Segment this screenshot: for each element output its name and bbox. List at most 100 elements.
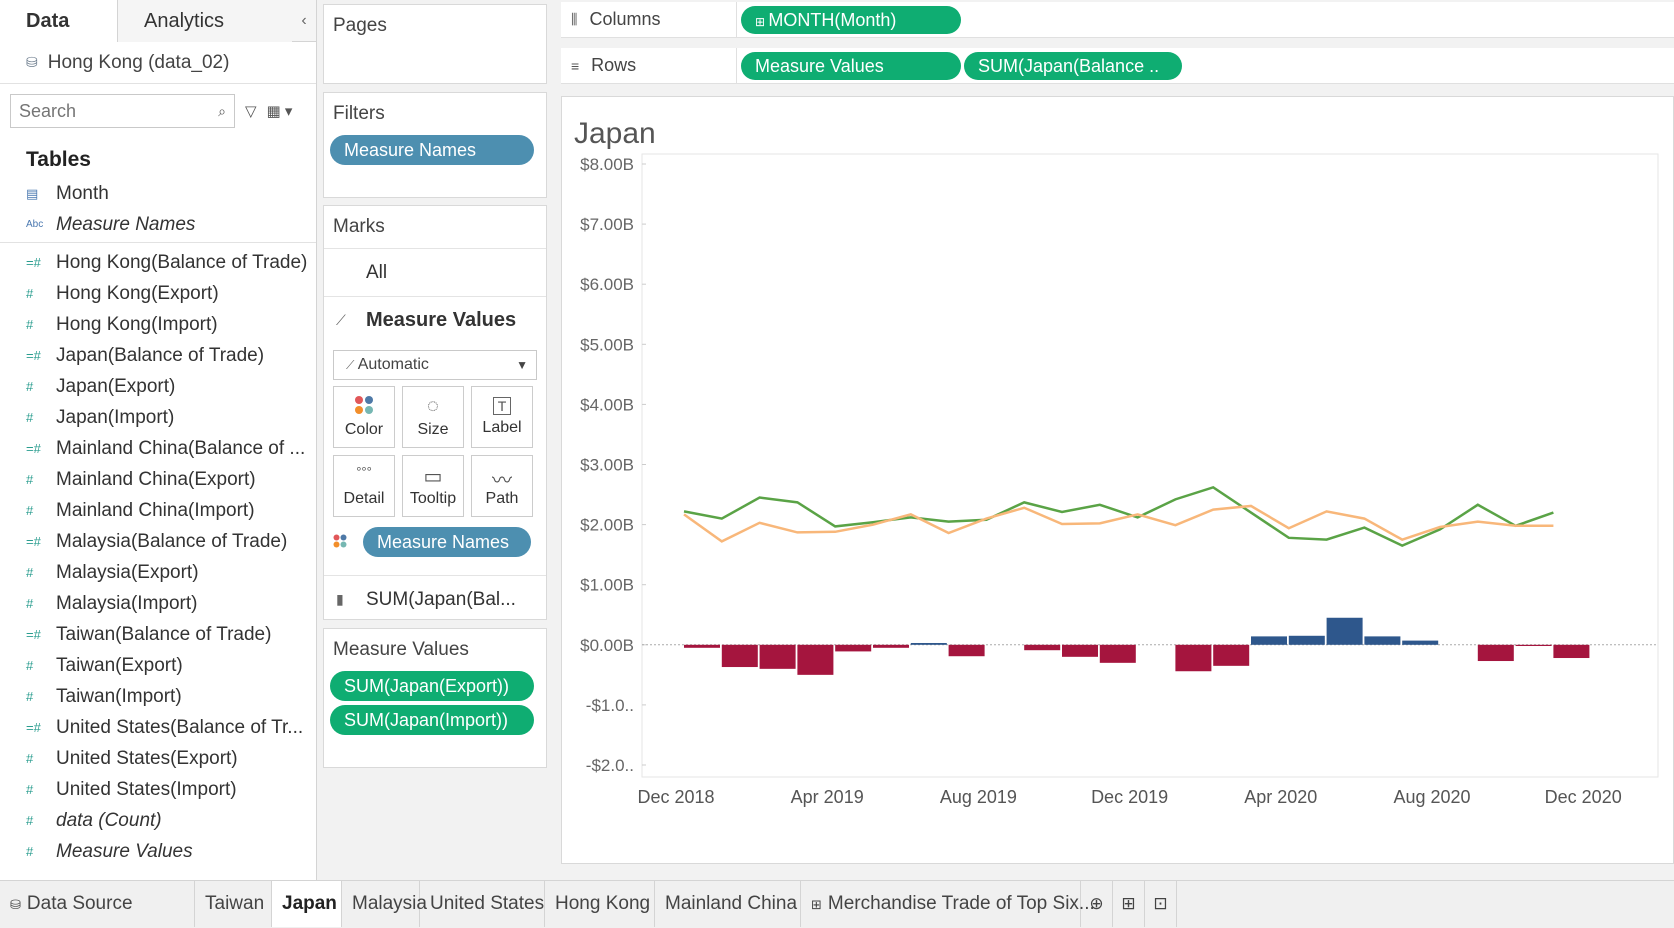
measure-icon: =# <box>26 348 41 363</box>
measure-icon: # <box>26 596 34 611</box>
measure-value-pill-import[interactable]: SUM(Japan(Import)) <box>330 705 534 735</box>
field-name: Malaysia(Balance of Trade) <box>56 530 288 552</box>
field-item[interactable]: # Malaysia(Export) <box>0 557 316 588</box>
search-row: ⌕ ▽ ▦ ▾ <box>0 84 316 138</box>
datasource-icon: ⛁ <box>26 54 38 70</box>
y-tick-label: $8.00B <box>580 155 634 174</box>
field-name: Taiwan(Export) <box>56 654 183 676</box>
color-measure-names-pill[interactable]: Measure Names <box>363 527 531 557</box>
balance-bar <box>1515 644 1552 647</box>
collapse-pane-icon[interactable]: ‹ <box>301 12 307 29</box>
field-item[interactable]: # Measure Values <box>0 836 316 867</box>
balance-bar <box>759 644 796 669</box>
marks-sum-tab[interactable]: ▮ SUM(Japan(Bal... <box>324 575 546 623</box>
field-item[interactable]: =# United States(Balance of Tr... <box>0 712 316 743</box>
mark-type-select[interactable]: ⟋ Automatic ▼ <box>333 350 537 380</box>
datasource-item[interactable]: ⛁ Hong Kong (data_02) <box>0 42 316 84</box>
filters-card[interactable]: Filters Measure Names <box>323 92 547 198</box>
data-source-tab[interactable]: ⛁ Data Source <box>0 881 195 927</box>
rows-measure-values-pill[interactable]: Measure Values <box>741 51 961 80</box>
rows-icon: ≡ <box>571 57 580 74</box>
field-item[interactable]: # Taiwan(Import) <box>0 681 316 712</box>
measure-icon: # <box>26 503 34 518</box>
field-item[interactable]: # United States(Import) <box>0 774 316 805</box>
pages-title: Pages <box>333 15 387 36</box>
label-button[interactable]: T Label <box>471 386 533 448</box>
sheet-tab[interactable]: ⊞ Merchandise Trade of Top Six... <box>801 881 1095 927</box>
columns-month-label: MONTH(Month) <box>768 9 897 30</box>
detail-label: Detail <box>343 490 385 507</box>
columns-month-pill[interactable]: ⊞ MONTH(Month) <box>741 5 961 34</box>
field-item[interactable]: # Malaysia(Import) <box>0 588 316 619</box>
y-tick-label: $2.00B <box>580 516 634 535</box>
field-item[interactable]: =# Hong Kong(Balance of Trade) <box>0 247 316 278</box>
pages-card[interactable]: Pages <box>323 4 547 84</box>
field-item[interactable]: # Mainland China(Export) <box>0 464 316 495</box>
filter-icon[interactable]: ▽ <box>245 103 257 120</box>
size-button[interactable]: ◌ Size <box>402 386 464 448</box>
field-name: Malaysia(Export) <box>56 561 199 583</box>
x-tick-label: Aug 2019 <box>940 787 1017 807</box>
field-item[interactable]: # Hong Kong(Import) <box>0 309 316 340</box>
field-item[interactable]: =# Mainland China(Balance of ... <box>0 433 316 464</box>
field-item[interactable]: Abc Measure Names <box>0 209 316 240</box>
field-item[interactable]: # Japan(Export) <box>0 371 316 402</box>
tooltip-button[interactable]: ▭ Tooltip <box>402 455 464 517</box>
view-title: Japan <box>574 117 656 150</box>
new-story-icon[interactable]: ⊡ <box>1145 881 1177 927</box>
tables-heading: Tables <box>26 148 91 171</box>
sheet-tab[interactable]: United States <box>420 881 545 927</box>
field-item[interactable]: # United States(Export) <box>0 743 316 774</box>
field-item[interactable]: ▤ Month <box>0 178 316 209</box>
x-tick-label: Apr 2019 <box>791 787 864 807</box>
rows-label: Rows <box>591 55 637 75</box>
field-item[interactable]: # data (Count) <box>0 805 316 836</box>
sheet-tab[interactable]: Malaysia <box>342 881 427 927</box>
divider <box>0 242 316 243</box>
rows-pills: Measure Values SUM(Japan(Balance .. <box>737 51 1182 80</box>
marks-sum-label: SUM(Japan(Bal... <box>366 588 516 610</box>
field-item[interactable]: =# Taiwan(Balance of Trade) <box>0 619 316 650</box>
field-item[interactable]: =# Malaysia(Balance of Trade) <box>0 526 316 557</box>
search-input[interactable] <box>19 100 199 122</box>
sheet-tab[interactable]: Mainland China <box>655 881 801 927</box>
filter-measure-names-pill[interactable]: Measure Names <box>330 135 534 165</box>
viz-view: Japan $8.00B $7.00B $6.00B $5.00B $4.00B $3.0… <box>561 96 1674 864</box>
marks-measure-values-tab[interactable]: ⟋ Measure Values <box>324 296 546 344</box>
measure-icon: # <box>26 782 34 797</box>
measure-value-pill-export[interactable]: SUM(Japan(Export)) <box>330 671 534 701</box>
field-item[interactable]: # Japan(Import) <box>0 402 316 433</box>
measure-icon: # <box>26 565 34 580</box>
balance-bar <box>1251 636 1287 645</box>
balance-bar <box>1099 644 1136 663</box>
sheet-tab[interactable]: Hong Kong <box>545 881 655 927</box>
data-pane: Data Analytics ‹ ⛁ Hong Kong (data_02) ⌕… <box>0 0 317 880</box>
path-label: Path <box>485 490 519 507</box>
detail-icon: °°° <box>356 464 372 479</box>
field-item[interactable]: # Hong Kong(Export) <box>0 278 316 309</box>
view-options-icon[interactable]: ▦ ▾ <box>266 103 293 120</box>
y-tick-label: $6.00B <box>580 275 634 294</box>
chart[interactable]: $8.00B $7.00B $6.00B $5.00B $4.00B $3.00B $2.0… <box>562 97 1673 863</box>
path-button[interactable]: 〰 Path <box>471 455 533 517</box>
sheet-tab[interactable]: Japan <box>272 881 342 927</box>
detail-button[interactable]: °°° Detail <box>333 455 395 517</box>
field-item[interactable]: =# Japan(Balance of Trade) <box>0 340 316 371</box>
field-item[interactable]: # Taiwan(Export) <box>0 650 316 681</box>
marks-all-tab[interactable]: All <box>324 248 546 296</box>
color-button[interactable]: Color <box>333 386 395 448</box>
columns-pills: ⊞ MONTH(Month) <box>737 5 961 34</box>
field-name: Measure Values <box>56 840 193 862</box>
new-worksheet-icon[interactable]: ⊕ <box>1081 881 1113 927</box>
search-box[interactable]: ⌕ <box>10 94 235 128</box>
measure-list: =# Hong Kong(Balance of Trade) # Hong Kong(… <box>0 247 316 867</box>
balance-bar <box>873 644 909 648</box>
balance-bar <box>1553 644 1590 659</box>
tab-data[interactable]: Data <box>0 0 118 42</box>
rows-sum-balance-pill[interactable]: SUM(Japan(Balance .. <box>964 51 1182 80</box>
field-item[interactable]: # Mainland China(Import) <box>0 495 316 526</box>
sheet-tab[interactable]: Taiwan <box>195 881 272 927</box>
database-icon: ⛁ <box>10 897 21 912</box>
new-dashboard-icon[interactable]: ⊞ <box>1113 881 1145 927</box>
tab-analytics[interactable]: Analytics <box>118 0 292 42</box>
